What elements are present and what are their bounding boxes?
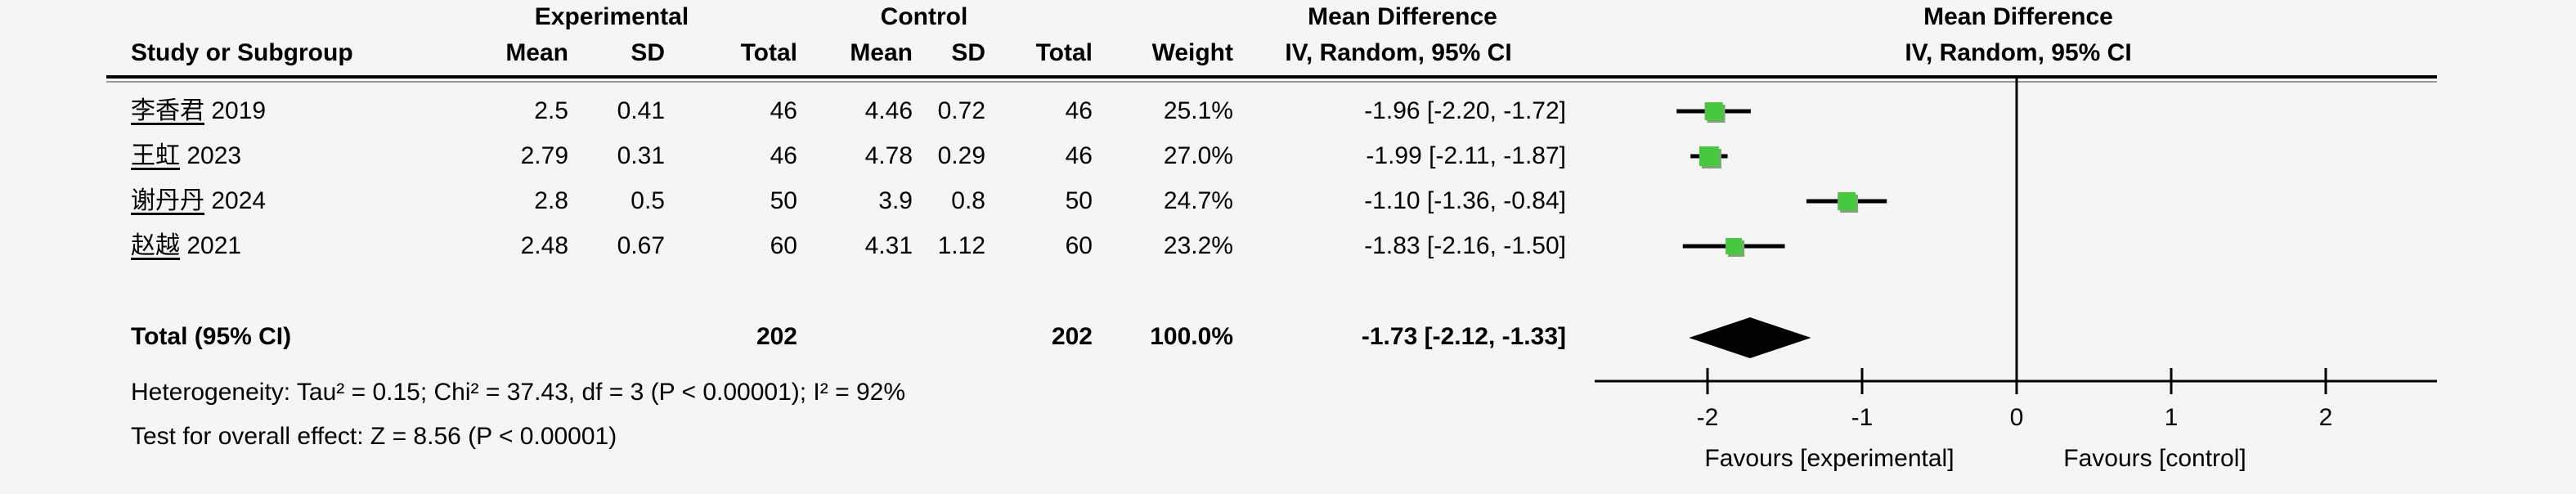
point-estimate-square bbox=[1699, 146, 1719, 166]
cell-weight: 27.0% bbox=[1163, 142, 1233, 169]
favours-control-label: Favours [control] bbox=[2063, 445, 2246, 472]
col-header-mean-experimental: Mean bbox=[505, 39, 568, 66]
col-header-study: Study or Subgroup bbox=[131, 39, 353, 66]
cell-mean-experimental: 2.48 bbox=[520, 232, 568, 259]
axis-tick-label: -2 bbox=[1697, 404, 1719, 431]
col-header-sd-control: SD bbox=[951, 39, 985, 66]
point-estimate-square bbox=[1838, 192, 1856, 210]
cell-total-experimental: 46 bbox=[770, 142, 797, 169]
study-year: 2024 bbox=[211, 187, 267, 214]
cell-mean-experimental: 2.79 bbox=[520, 142, 568, 169]
plot-header-ci: IV, Random, 95% CI bbox=[1905, 39, 2132, 66]
study-name-cjk: 谢丹丹 bbox=[131, 187, 204, 214]
cell-sd-experimental: 0.5 bbox=[631, 187, 665, 214]
axis-tick-label: 2 bbox=[2319, 404, 2333, 431]
header-rule-shadow bbox=[106, 81, 2437, 83]
study-name: 谢丹丹 2024 bbox=[131, 179, 482, 223]
cell-sd-control: 0.29 bbox=[937, 142, 985, 169]
total-ci: -1.73 [-2.12, -1.33] bbox=[1361, 323, 1566, 350]
cell-mean-experimental: 2.8 bbox=[534, 187, 568, 214]
cell-sd-experimental: 0.31 bbox=[617, 142, 665, 169]
col-header-total-control: Total bbox=[1035, 39, 1093, 66]
cell-mean-control: 4.78 bbox=[864, 142, 913, 169]
cell-sd-experimental: 0.67 bbox=[617, 232, 665, 259]
col-header-sd-experimental: SD bbox=[631, 39, 665, 66]
study-name: 王虹 2023 bbox=[131, 134, 482, 178]
axis-tick-label: -1 bbox=[1851, 404, 1874, 431]
col-header-total-experimental: Total bbox=[740, 39, 797, 66]
study-year: 2023 bbox=[186, 142, 242, 169]
cell-total-experimental: 50 bbox=[770, 187, 797, 214]
total-label: Total (95% CI) bbox=[131, 323, 292, 350]
study-name-cjk: 王虹 bbox=[131, 142, 180, 169]
heterogeneity-stats: Heterogeneity: Tau² = 0.15; Chi² = 37.43… bbox=[131, 379, 905, 406]
overall-effect-test: Test for overall effect: Z = 8.56 (P < 0… bbox=[131, 423, 617, 450]
study-name-cjk: 赵越 bbox=[131, 232, 180, 259]
cell-weight: 23.2% bbox=[1163, 232, 1233, 259]
point-estimate-square bbox=[1704, 102, 1723, 120]
cell-mean-experimental: 2.5 bbox=[534, 97, 568, 124]
study-year: 2021 bbox=[186, 232, 242, 259]
cell-total-experimental: 46 bbox=[770, 97, 797, 124]
cell-total-control: 46 bbox=[1065, 142, 1093, 169]
cell-ci: -1.83 [-2.16, -1.50] bbox=[1364, 232, 1566, 259]
group-header-mean-difference: Mean Difference bbox=[1308, 3, 1497, 30]
cell-mean-control: 4.46 bbox=[864, 97, 913, 124]
group-header-experimental: Experimental bbox=[534, 3, 689, 30]
study-name: 李香君 2019 bbox=[131, 89, 482, 133]
cell-ci: -1.96 [-2.20, -1.72] bbox=[1364, 97, 1566, 124]
axis-tick-label: 1 bbox=[2165, 404, 2179, 431]
cell-total-control: 46 bbox=[1065, 97, 1093, 124]
cell-weight: 25.1% bbox=[1163, 97, 1233, 124]
cell-sd-control: 1.12 bbox=[937, 232, 985, 259]
cell-sd-control: 0.72 bbox=[937, 97, 985, 124]
pooled-effect-diamond bbox=[1689, 317, 1811, 358]
header-rule bbox=[106, 75, 2437, 79]
cell-weight: 24.7% bbox=[1163, 187, 1233, 214]
total-weight: 100.0% bbox=[1150, 323, 1233, 350]
cell-total-experimental: 60 bbox=[770, 232, 797, 259]
cell-mean-control: 3.9 bbox=[878, 187, 913, 214]
cell-total-control: 60 bbox=[1065, 232, 1093, 259]
col-header-weight: Weight bbox=[1151, 39, 1233, 66]
cell-mean-control: 4.31 bbox=[864, 232, 913, 259]
study-year: 2019 bbox=[211, 97, 267, 124]
total-n-experimental: 202 bbox=[756, 323, 797, 350]
favours-experimental-label: Favours [experimental] bbox=[1704, 445, 1954, 472]
cell-ci: -1.10 [-1.36, -0.84] bbox=[1364, 187, 1566, 214]
axis-tick-label: 0 bbox=[2010, 404, 2024, 431]
cell-total-control: 50 bbox=[1065, 187, 1093, 214]
cell-ci: -1.99 [-2.11, -1.87] bbox=[1366, 142, 1566, 169]
study-name: 赵越 2021 bbox=[131, 224, 482, 268]
col-header-mean-control: Mean bbox=[850, 39, 913, 66]
cell-sd-control: 0.8 bbox=[951, 187, 985, 214]
group-header-control: Control bbox=[880, 3, 968, 30]
plot-header-mean-difference: Mean Difference bbox=[1923, 3, 2113, 30]
study-name-cjk: 李香君 bbox=[131, 97, 204, 124]
cell-sd-experimental: 0.41 bbox=[617, 97, 665, 124]
point-estimate-square bbox=[1726, 238, 1743, 254]
total-n-control: 202 bbox=[1051, 323, 1093, 350]
col-header-ci: IV, Random, 95% CI bbox=[1285, 39, 1512, 66]
